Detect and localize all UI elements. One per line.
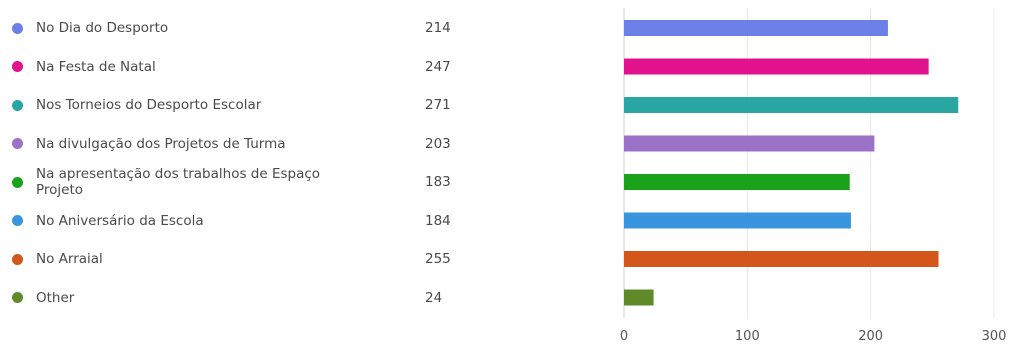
category-label: No Arraial bbox=[36, 251, 103, 267]
value-label: 255 bbox=[425, 251, 451, 267]
legend-item[interactable]: No Dia do Desporto 214 bbox=[0, 9, 480, 47]
value-label: 271 bbox=[425, 97, 451, 113]
x-tick-label: 300 bbox=[982, 329, 1007, 344]
legend-dot-icon bbox=[12, 61, 23, 72]
category-label: Other bbox=[36, 289, 75, 306]
category-label: Nos Torneios do Desporto Escolar bbox=[36, 97, 262, 113]
category-label: No Aniversário da Escola bbox=[36, 212, 204, 229]
legend-dot-icon bbox=[12, 22, 23, 34]
legend-dot-icon bbox=[12, 292, 23, 303]
value-label: 184 bbox=[425, 212, 451, 229]
legend-dot-icon bbox=[12, 176, 23, 188]
legend-item[interactable]: No Aniversário da Escola 184 bbox=[0, 202, 480, 240]
bar[interactable] bbox=[624, 97, 959, 113]
value-label: 183 bbox=[425, 174, 451, 190]
legend-item[interactable]: Na divulgação dos Projetos de Turma 203 bbox=[0, 125, 480, 163]
bar[interactable] bbox=[624, 58, 929, 75]
legend-item[interactable]: Other 24 bbox=[0, 279, 480, 317]
legend-item[interactable]: No Arraial 255 bbox=[0, 240, 480, 278]
legend-dot-icon bbox=[12, 138, 23, 149]
legend-dot-icon bbox=[12, 99, 23, 111]
legend-item[interactable]: Na apresentação dos trabalhos de Espaço … bbox=[0, 163, 480, 201]
legend-dot-icon bbox=[12, 253, 23, 265]
bar[interactable] bbox=[624, 174, 850, 190]
legend-item[interactable]: Na Festa de Natal 247 bbox=[0, 48, 480, 86]
value-label: 203 bbox=[425, 135, 451, 152]
x-tick-label: 200 bbox=[858, 329, 883, 344]
legend-item[interactable]: Nos Torneios do Desporto Escolar 271 bbox=[0, 86, 480, 124]
bar[interactable] bbox=[624, 251, 939, 267]
bar[interactable] bbox=[624, 135, 875, 152]
bar[interactable] bbox=[624, 289, 654, 306]
value-label: 214 bbox=[425, 20, 451, 36]
category-label: Na divulgação dos Projetos de Turma bbox=[36, 135, 286, 152]
bar[interactable] bbox=[624, 20, 888, 36]
x-tick-label: 100 bbox=[735, 329, 760, 344]
category-label: No Dia do Desporto bbox=[36, 20, 169, 36]
category-label: Na Festa de Natal bbox=[36, 58, 156, 75]
category-label: Na apresentação dos trabalhos de Espaço … bbox=[36, 166, 321, 198]
x-tick-label: 0 bbox=[620, 329, 628, 344]
value-label: 247 bbox=[425, 58, 451, 75]
bar[interactable] bbox=[624, 212, 851, 229]
legend-dot-icon bbox=[12, 215, 23, 226]
value-label: 24 bbox=[425, 289, 443, 306]
